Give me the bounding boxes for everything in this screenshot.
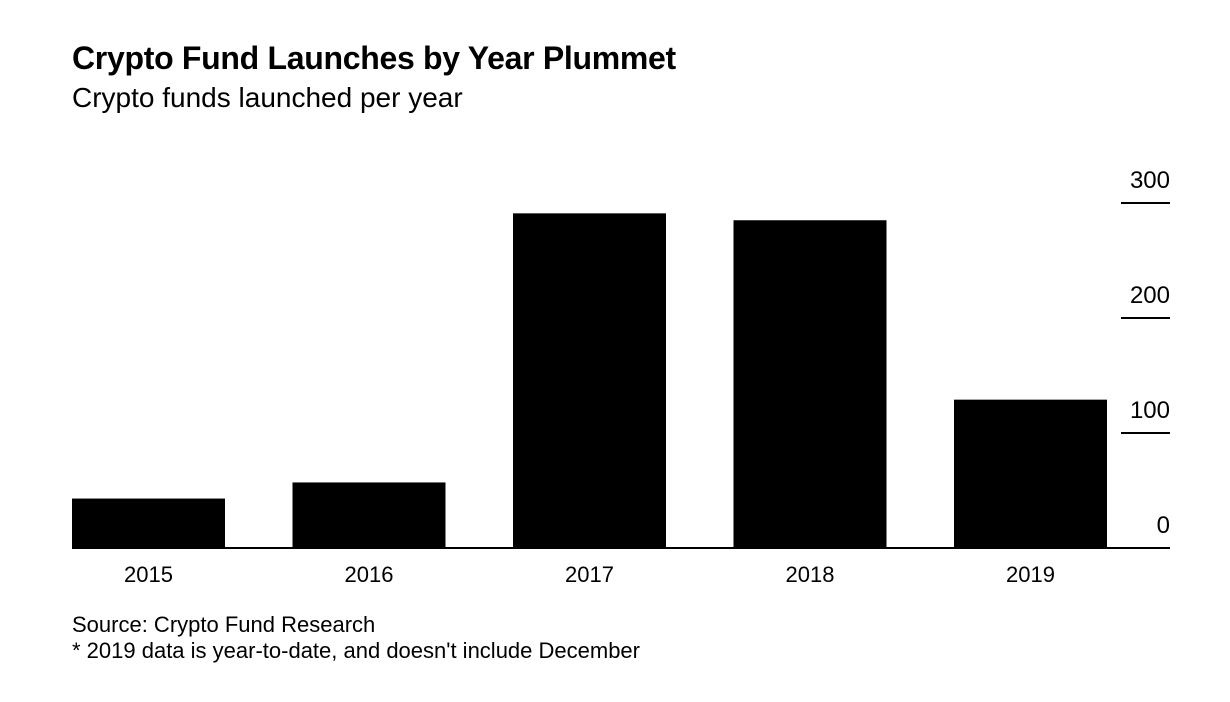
y-tick-label-300: 300 [1130,167,1170,194]
chart-title: Crypto Fund Launches by Year Plummet [72,40,676,76]
bar-2016 [292,482,446,548]
x-tick-label-2016: 2016 [345,562,394,587]
bar-2017 [513,213,666,548]
y-tick-label-100: 100 [1130,397,1170,424]
source-note: Source: Crypto Fund Research [72,612,376,637]
x-tick-label-2018: 2018 [786,562,835,587]
bar-chart: 2015 2016 2017 2018 2019 0 100 200 300 [72,167,1170,587]
x-tick-label-2019: 2019 [1006,562,1055,587]
bar-2015 [72,498,225,548]
bar-2019 [954,399,1107,548]
y-tick-label-0: 0 [1157,512,1170,539]
chart-subtitle: Crypto funds launched per year [72,82,463,113]
bar-2018 [733,220,887,548]
footnote: * 2019 data is year-to-date, and doesn't… [72,638,640,663]
x-tick-label-2015: 2015 [124,562,173,587]
y-tick-label-200: 200 [1130,282,1170,309]
x-tick-label-2017: 2017 [565,562,614,587]
